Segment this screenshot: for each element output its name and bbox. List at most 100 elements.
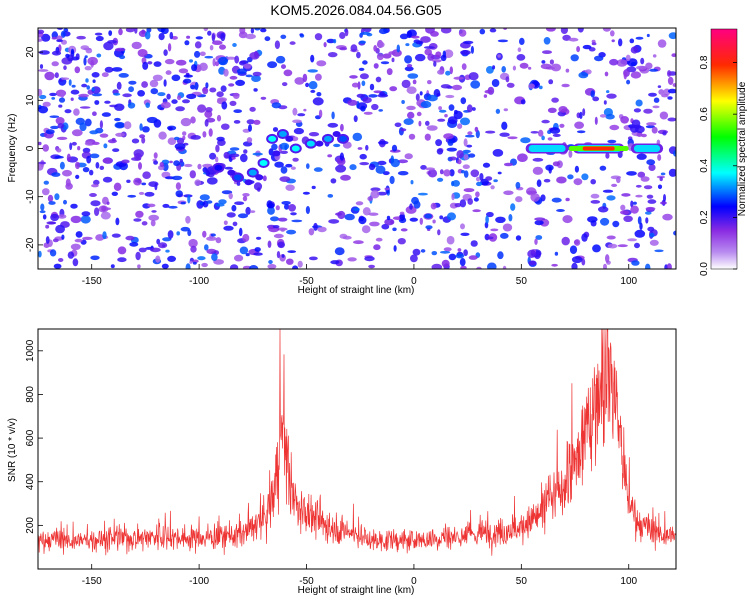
noise-speck (50, 125, 59, 130)
noise-speck (118, 28, 123, 36)
noise-speck (520, 137, 531, 144)
noise-speck (131, 41, 142, 50)
noise-speck (173, 160, 181, 167)
noise-speck (603, 263, 607, 269)
noise-speck (437, 118, 446, 122)
noise-speck (45, 236, 50, 244)
noise-speck (657, 39, 667, 48)
noise-speck (206, 177, 218, 185)
noise-speck (101, 112, 111, 117)
noise-speck (574, 165, 580, 173)
noise-speck (39, 64, 44, 69)
noise-speck (582, 44, 592, 50)
noise-speck (384, 187, 390, 191)
noise-speck (167, 43, 172, 52)
noise-speck (640, 57, 645, 65)
noise-speck (460, 223, 465, 230)
noise-speck (459, 258, 466, 267)
noise-speck (635, 184, 642, 188)
noise-speck (49, 92, 57, 97)
noise-speck (80, 215, 91, 224)
noise-speck (592, 96, 600, 102)
noise-speck (407, 111, 415, 119)
noise-speck (467, 131, 473, 136)
noise-speck (327, 194, 334, 198)
noise-speck (174, 143, 186, 150)
noise-speck (443, 133, 454, 140)
noise-speck (83, 57, 87, 66)
noise-speck (636, 65, 647, 70)
noise-speck (503, 108, 508, 112)
noise-speck (570, 54, 579, 62)
noise-speck (451, 193, 455, 201)
noise-speck (248, 124, 252, 132)
noise-speck (649, 232, 655, 238)
noise-speck (591, 42, 597, 46)
noise-speck (401, 100, 405, 104)
noise-speck (607, 139, 617, 144)
noise-speck (121, 159, 130, 164)
noise-speck (78, 93, 89, 98)
noise-speck (55, 117, 65, 125)
noise-speck (239, 60, 247, 66)
noise-speck (190, 135, 201, 140)
noise-speck (150, 247, 161, 253)
noise-speck (245, 253, 250, 257)
noise-speck (175, 59, 187, 66)
noise-speck (75, 53, 80, 60)
noise-speck (407, 73, 419, 79)
noise-speck (264, 36, 271, 42)
noise-speck (79, 106, 91, 109)
noise-speck (607, 243, 618, 249)
noise-speck (475, 130, 480, 139)
noise-speck (455, 253, 465, 259)
noise-speck (167, 230, 174, 239)
noise-speck (271, 143, 278, 151)
noise-speck (186, 93, 197, 100)
noise-speck (252, 71, 262, 77)
noise-speck (253, 119, 261, 125)
noise-speck (431, 251, 438, 256)
noise-speck (290, 166, 296, 170)
noise-speck (122, 93, 132, 98)
noise-speck (223, 220, 228, 226)
noise-speck (390, 220, 394, 225)
noise-speck (95, 162, 100, 169)
noise-speck (479, 173, 484, 181)
noise-speck (110, 264, 115, 269)
noise-speck (380, 61, 390, 65)
noise-speck (662, 213, 673, 221)
noise-speck (635, 36, 644, 40)
noise-speck (84, 66, 92, 71)
noise-speck (369, 221, 380, 227)
noise-speck (139, 123, 143, 131)
noise-speck (440, 84, 451, 89)
noise-speck (643, 185, 653, 190)
noise-speck (39, 94, 47, 100)
noise-speck (38, 105, 49, 114)
noise-speck (515, 235, 522, 241)
noise-speck (171, 74, 181, 82)
noise-speck (65, 53, 70, 58)
noise-speck (56, 39, 63, 43)
noise-speck (495, 216, 506, 223)
noise-speck (53, 263, 62, 269)
noise-speck (316, 60, 327, 67)
noise-speck (534, 217, 546, 221)
noise-speck (47, 194, 54, 202)
noise-speck (192, 261, 197, 265)
noise-speck (551, 263, 558, 267)
noise-speck (468, 255, 478, 260)
noise-speck (468, 72, 479, 81)
noise-speck (363, 111, 373, 115)
noise-speck (216, 136, 225, 142)
noise-speck (399, 33, 409, 40)
noise-speck (377, 140, 389, 145)
noise-speck (142, 61, 149, 70)
colorbar-label: Normalized spectral amplitude (737, 81, 748, 216)
noise-speck (286, 258, 294, 265)
noise-speck (413, 200, 421, 209)
noise-speck (426, 125, 438, 131)
noise-speck (243, 149, 248, 154)
noise-speck (466, 104, 473, 113)
